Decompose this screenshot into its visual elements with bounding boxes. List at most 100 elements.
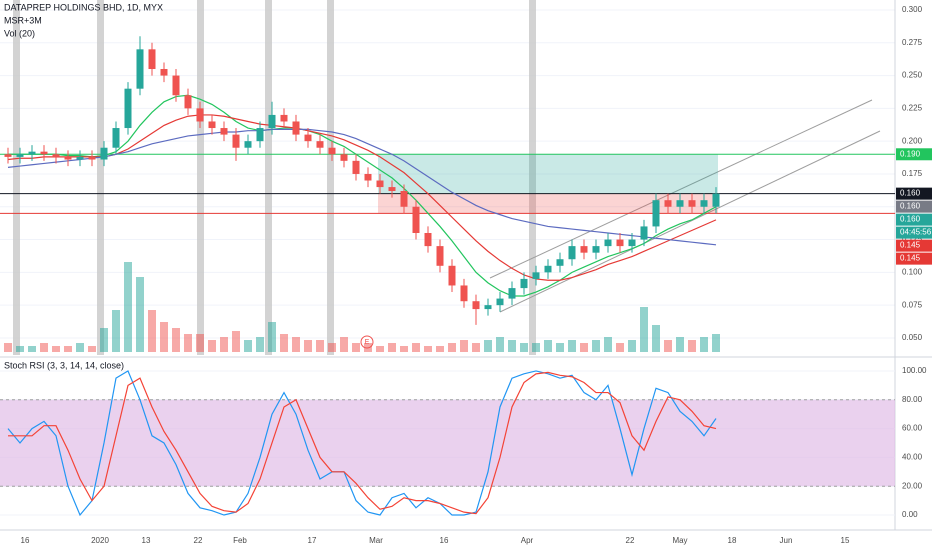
volume-bar [100, 328, 108, 352]
candle-body [628, 239, 636, 247]
volume-bar [124, 262, 132, 352]
candle-body [316, 141, 324, 148]
moving-average [7, 128, 717, 246]
x-tick-label: May [672, 536, 687, 545]
volume-bar [436, 346, 444, 352]
volume-bar [412, 343, 420, 352]
y-tick-label: 0.00 [902, 510, 918, 519]
y-tick-label: 0.050 [902, 333, 923, 342]
stoch-band [0, 399, 895, 487]
y-tick-label: 0.200 [902, 136, 923, 145]
indicator-label: Vol (20) [4, 28, 35, 38]
volume-bar [184, 334, 192, 352]
marker [265, 0, 272, 355]
x-tick-label: 16 [440, 536, 449, 545]
y-tick-label: 0.275 [902, 38, 923, 47]
price-label: 0.190 [900, 149, 921, 158]
volume-bar [388, 343, 396, 352]
volume-bar [580, 343, 588, 352]
volume-bar [244, 340, 252, 352]
candle-body [160, 69, 168, 76]
candle-body [568, 246, 576, 260]
candle-body [280, 114, 288, 122]
candle-body [352, 160, 360, 174]
candle-body [4, 154, 12, 157]
volume-bar [712, 334, 720, 352]
candle-body [256, 128, 264, 142]
candle-body [196, 108, 204, 122]
candle-body [112, 128, 120, 148]
x-tick-label: 18 [728, 536, 737, 545]
volume-bar [268, 322, 276, 352]
volume-bar [208, 340, 216, 352]
candle-body [220, 128, 228, 135]
volume-bar [472, 343, 480, 352]
indicator-label: MSR+3M [4, 15, 42, 25]
price-label: 04:45:56 [900, 228, 932, 237]
price-label-bg [896, 252, 932, 265]
candle-body [520, 278, 528, 289]
channel-line [499, 130, 881, 313]
volume-bar [460, 340, 468, 352]
candle-body [700, 200, 708, 207]
x-tick-label: 22 [194, 536, 203, 545]
volume-bar [532, 343, 540, 352]
candle-body [400, 191, 408, 207]
stoch-line [8, 371, 717, 515]
volume-bar [688, 340, 696, 352]
candle-body [556, 259, 564, 266]
candle-body [580, 246, 588, 253]
y-tick-label: 0.250 [902, 71, 923, 80]
y-tick-label: 80.00 [902, 395, 923, 404]
volume-bar [520, 343, 528, 352]
price-label: 0.145 [900, 241, 921, 250]
candle-body [100, 147, 108, 160]
candle-body [676, 200, 684, 207]
candle-body [496, 298, 504, 306]
candle-body [712, 193, 720, 207]
candle-body [616, 239, 624, 247]
moving-average [8, 94, 717, 297]
volume-bar [304, 340, 312, 352]
volume-bar [76, 343, 84, 352]
candle-body [412, 206, 420, 233]
price-label: 0.160 [900, 189, 921, 198]
price-label-bg [896, 148, 932, 161]
volume-bar [88, 346, 96, 352]
candle-body [484, 305, 492, 310]
y-tick-label: 20.00 [902, 481, 923, 490]
earnings-icon: E [365, 339, 370, 346]
candle-body [328, 147, 336, 155]
x-tick-label: Jun [780, 536, 793, 545]
volume-bar [628, 340, 636, 352]
price-label: 0.145 [900, 254, 921, 263]
volume-bar [160, 322, 168, 352]
volume-bar [328, 343, 336, 352]
volume-bar [544, 340, 552, 352]
volume-bar [424, 346, 432, 352]
volume-bar [292, 337, 300, 352]
volume-bar [700, 337, 708, 352]
candle-body [640, 226, 648, 240]
candle-body [448, 265, 456, 286]
candle-body [664, 200, 672, 207]
y-tick-label: 0.225 [902, 103, 923, 112]
candle-body [268, 114, 276, 129]
stoch-line [7, 370, 717, 517]
marker [197, 0, 204, 355]
volume-bar [568, 340, 576, 352]
candle-body [184, 95, 192, 109]
volume-bar [172, 328, 180, 352]
marker [13, 0, 20, 355]
volume-bar [256, 337, 264, 352]
volume-bar [196, 334, 204, 352]
price-label-bg [896, 200, 932, 213]
candle-body [364, 173, 372, 181]
x-tick-label: 2020 [91, 536, 109, 545]
x-tick-label: 22 [626, 536, 635, 545]
x-tick-label: 16 [21, 536, 30, 545]
stoch-title: Stoch RSI (3, 3, 14, 14, close) [4, 360, 124, 370]
y-tick-label: 60.00 [902, 424, 923, 433]
volume-bar [640, 307, 648, 352]
volume-bar [352, 343, 360, 352]
